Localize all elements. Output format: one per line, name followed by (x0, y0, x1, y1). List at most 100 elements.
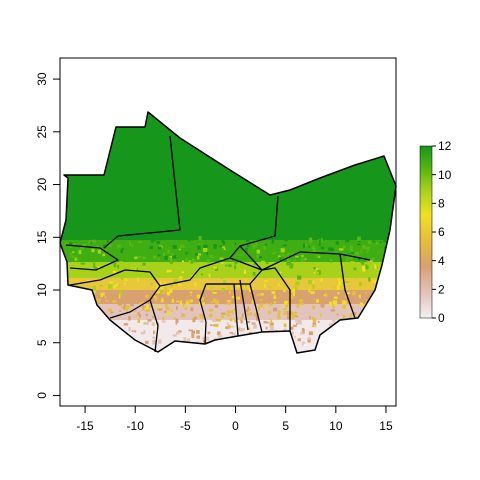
raster-cell (302, 243, 305, 248)
raster-cell (142, 302, 144, 305)
raster-cell (345, 259, 349, 262)
raster-cell (300, 331, 305, 335)
raster-cell (248, 288, 252, 292)
raster-cell (378, 317, 382, 320)
raster-cell (342, 300, 347, 305)
raster-cell (207, 331, 211, 335)
y-tick-label: 0 (35, 392, 49, 399)
raster-cell (150, 282, 153, 286)
raster-cell (217, 318, 221, 322)
raster-cell (299, 303, 304, 306)
raster-cell (188, 301, 191, 304)
raster-cell (247, 267, 250, 271)
raster-cell (291, 263, 294, 267)
raster-cell (269, 323, 273, 328)
raster-cell (164, 310, 167, 313)
raster-cell (271, 329, 275, 332)
raster-cell (385, 341, 390, 346)
raster-cell (315, 268, 318, 270)
raster-cell (108, 284, 113, 289)
raster-cell (153, 344, 155, 347)
raster-cell (295, 286, 298, 291)
raster-cell (297, 320, 302, 325)
raster-cell (278, 347, 281, 351)
legend-tick-label: 8 (438, 197, 445, 211)
raster-cell (365, 264, 367, 269)
raster-cell (297, 329, 300, 334)
raster-cell (256, 254, 259, 259)
raster-cell (170, 309, 173, 312)
raster-cell (152, 255, 157, 259)
raster-cell (344, 339, 347, 343)
raster-cell (354, 328, 358, 333)
raster-cell (274, 346, 277, 350)
raster-cell (270, 287, 272, 292)
raster-cell (267, 341, 270, 346)
raster-cell (201, 273, 203, 276)
raster-cell (214, 304, 219, 308)
raster-cell (346, 299, 349, 304)
raster-cell (246, 238, 250, 242)
raster-cell (334, 344, 339, 349)
raster-cell (312, 284, 315, 289)
raster-cell (362, 335, 365, 339)
raster-cell (227, 302, 231, 306)
raster-cell (218, 349, 222, 352)
raster-cell (337, 277, 341, 282)
raster-cell (143, 330, 146, 334)
raster-cell (294, 272, 298, 276)
raster-cell (329, 301, 332, 306)
border-ghana-togo (206, 279, 263, 337)
raster-cell (71, 308, 76, 313)
raster-cell (256, 293, 261, 296)
raster-cell (157, 254, 161, 257)
raster-cell (309, 241, 313, 244)
raster-cell (231, 285, 236, 288)
raster-cell (153, 330, 155, 335)
raster-cell (125, 305, 130, 309)
raster-cell (113, 353, 115, 355)
raster-cell (240, 319, 243, 324)
raster-cell (83, 272, 87, 275)
raster-cell (201, 297, 205, 301)
raster-cell (358, 294, 361, 299)
raster-cell (246, 309, 249, 313)
raster-cell (261, 260, 265, 264)
raster-cell (261, 338, 264, 341)
raster-cell (197, 255, 200, 260)
raster-cell (86, 280, 90, 283)
raster-cell (90, 242, 92, 245)
raster-cell (247, 327, 251, 330)
raster-cell (363, 348, 367, 351)
raster-cell (211, 348, 214, 351)
raster-cell (375, 242, 378, 245)
raster-cell (383, 320, 388, 323)
raster-cell (155, 352, 158, 353)
raster-cell (357, 236, 361, 241)
raster-cell (220, 277, 224, 279)
raster-cell (185, 258, 188, 261)
raster-cell (93, 263, 96, 268)
raster-cell (217, 331, 221, 336)
raster-cell (279, 271, 282, 274)
raster-cell (224, 302, 226, 305)
raster-cell (369, 331, 373, 337)
raster-cell (321, 235, 323, 238)
raster-cell (182, 276, 188, 280)
raster-cell (293, 315, 298, 318)
raster-cell (330, 248, 335, 251)
raster-cell (198, 269, 200, 274)
raster-cell (382, 278, 386, 283)
raster-cell (269, 325, 274, 330)
raster-cell (166, 311, 171, 315)
raster-cell (157, 246, 162, 250)
raster-cell (134, 256, 138, 260)
raster-cell (143, 322, 147, 325)
raster-cell (71, 301, 73, 306)
raster-cell (390, 292, 394, 297)
raster-cell (373, 315, 378, 320)
raster-cell (231, 300, 234, 303)
raster-cell (344, 342, 347, 346)
raster-cell (382, 335, 386, 340)
raster-cell (284, 300, 289, 305)
